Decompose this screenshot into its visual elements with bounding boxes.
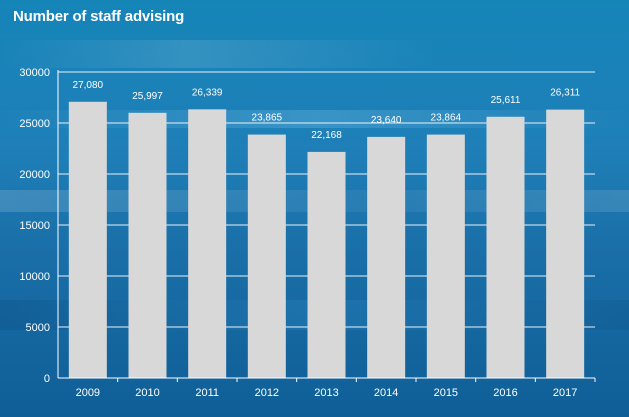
labels: 0 5000 10000 15000 20000 25000 30000 2009 27,080… — [19, 67, 580, 399]
bar-2011 — [188, 109, 227, 379]
bar-2015 — [426, 134, 465, 378]
data-label: 25,611 — [491, 95, 521, 106]
data-label: 22,168 — [311, 130, 342, 141]
chart-title: Number of staff advising — [13, 8, 185, 25]
x-tick-label: 2012 — [255, 387, 279, 399]
x-tick-label: 2015 — [434, 387, 458, 399]
x-tick-label: 2009 — [76, 387, 100, 399]
data-label: 26,339 — [192, 87, 223, 98]
x-tick-label: 2011 — [195, 387, 219, 399]
bar-2016 — [486, 116, 525, 379]
x-tick-label: 2016 — [493, 387, 517, 399]
y-tick-label: 30000 — [19, 67, 50, 79]
bar-2013 — [307, 151, 346, 378]
bar-2017 — [546, 109, 585, 378]
y-tick-label: 10000 — [19, 271, 50, 283]
data-label: 23,865 — [252, 113, 283, 124]
x-tick-label: 2017 — [553, 387, 577, 399]
data-label: 26,311 — [550, 88, 580, 99]
x-tick-label: 2013 — [314, 387, 338, 399]
x-tick-label: 2010 — [135, 387, 159, 399]
bar-2009 — [68, 101, 107, 378]
data-label: 27,080 — [73, 80, 104, 91]
data-label: 23,640 — [371, 115, 402, 126]
x-tick-label: 2014 — [374, 387, 398, 399]
bars — [68, 101, 585, 379]
axes — [57, 70, 596, 382]
bar-2014 — [367, 136, 406, 378]
y-tick-label: 20000 — [19, 169, 50, 181]
y-tick-label: 25000 — [19, 118, 50, 130]
bar-2010 — [128, 112, 167, 378]
y-tick-label: 5000 — [26, 322, 50, 334]
y-tick-label: 0 — [44, 373, 50, 385]
y-tick-label: 15000 — [19, 220, 50, 232]
bar-2012 — [247, 134, 286, 378]
data-label: 25,997 — [132, 91, 163, 102]
data-label: 23,864 — [431, 113, 462, 124]
